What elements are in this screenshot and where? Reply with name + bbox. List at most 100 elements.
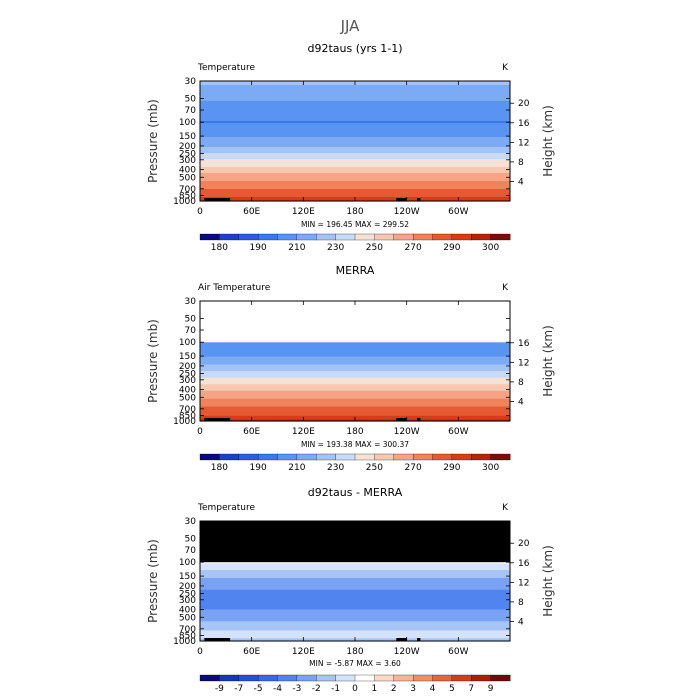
colorbar-swatch <box>296 453 317 461</box>
colorbar: 180 190 210 230 250 270 290 300 <box>199 453 511 473</box>
contour-band <box>200 95 510 98</box>
colorbar-label: -1 <box>331 684 340 694</box>
contour-band <box>200 171 510 174</box>
colorbar-label: -3 <box>292 684 301 694</box>
y-tick-label: 100 <box>179 338 196 348</box>
colorbar-swatch <box>277 453 298 461</box>
y-tick-label: 700 <box>179 185 196 195</box>
y-tick-label: 100 <box>179 118 196 128</box>
contour-band <box>200 384 510 387</box>
contour-band <box>200 576 510 579</box>
colorbar-label: 9 <box>488 684 494 694</box>
colorbar-label: 290 <box>443 243 460 253</box>
colorbar-swatch <box>354 233 375 241</box>
y-tick-label: 50 <box>185 535 197 545</box>
contour-band <box>200 593 510 596</box>
stats-text: MIN = -5.87 MAX = 3.60 <box>309 659 401 668</box>
colorbar-swatch <box>238 453 259 461</box>
contour-band <box>200 617 510 620</box>
y-tick-label: 200 <box>179 142 196 152</box>
y-tick-label: 70 <box>185 106 197 116</box>
contour-band <box>200 409 510 412</box>
contour-band <box>200 161 510 164</box>
contour-band <box>200 350 510 352</box>
height-tick-label: 4 <box>518 177 524 187</box>
contour-band <box>200 618 510 621</box>
colorbar-label: 270 <box>405 463 422 473</box>
contour-band <box>200 113 510 116</box>
contour-band <box>200 602 510 605</box>
colorbar-label: 1 <box>372 684 378 694</box>
contour-band <box>200 375 510 377</box>
colorbar-label: 7 <box>468 684 474 694</box>
y-tick-label: 250 <box>179 590 196 600</box>
colorbar-label: 190 <box>250 243 267 253</box>
contour-band <box>200 377 510 380</box>
contour-band <box>200 368 510 371</box>
y-tick-label: 150 <box>179 132 196 142</box>
contour-band <box>200 610 510 613</box>
contour-band <box>200 159 510 162</box>
colorbar-swatch <box>199 233 220 241</box>
contour-band <box>200 187 510 190</box>
colorbar-swatch <box>490 453 511 461</box>
contour-band <box>200 394 510 397</box>
contour-band <box>200 360 510 363</box>
colorbar-label: -2 <box>312 684 321 694</box>
contour-band <box>200 376 510 379</box>
contour-band <box>200 591 510 593</box>
colorbar-swatch <box>354 453 375 461</box>
colorbar-swatch <box>374 453 395 461</box>
contour-band <box>200 579 510 582</box>
y-tick-label: 50 <box>185 315 197 325</box>
height-tick-label: 12 <box>518 138 529 148</box>
contour-band <box>200 583 510 586</box>
y-tick-label: 30 <box>185 77 197 87</box>
colorbar-swatch <box>277 233 298 241</box>
orography <box>417 418 421 421</box>
contour-band <box>200 389 510 392</box>
x-tick-label: 60E <box>243 647 260 657</box>
panel-title: d92taus (yrs 1-1) <box>307 42 402 55</box>
colorbar-label: 300 <box>482 463 499 473</box>
y-tick-label: 30 <box>185 297 197 307</box>
contour-band <box>200 121 510 124</box>
y-tick-label: 300 <box>179 156 196 166</box>
contour-band <box>200 352 510 355</box>
contour-band <box>200 145 510 148</box>
data-field <box>200 521 510 642</box>
height-tick-label: 12 <box>518 578 529 588</box>
contour-band <box>200 103 510 106</box>
contour-band <box>200 625 510 628</box>
colorbar-swatch <box>393 453 414 461</box>
contour-band <box>200 365 510 368</box>
colorbar-swatch <box>219 674 240 682</box>
colorbar-swatch <box>219 453 240 461</box>
contour-band <box>200 574 510 576</box>
y-tick-label: 250 <box>179 370 196 380</box>
x-tick-label: 120W <box>394 427 420 437</box>
contour-band <box>200 382 510 385</box>
y-tick-label: 400 <box>179 166 196 176</box>
height-tick-label: 8 <box>518 598 524 608</box>
colorbar-swatch <box>219 233 240 241</box>
contour-band <box>200 606 510 609</box>
contour-band <box>200 195 510 198</box>
contour-band <box>200 344 510 347</box>
x-tick-label: 0 <box>197 427 203 437</box>
contour-band <box>200 564 510 567</box>
contour-band <box>200 568 510 571</box>
contour-band <box>200 97 510 100</box>
contour-band <box>200 397 510 400</box>
y-tick-label: 500 <box>179 393 196 403</box>
colorbar-swatch <box>451 674 472 682</box>
height-tick-label: 8 <box>518 378 524 388</box>
contour-band <box>200 139 510 142</box>
y-tick-label: 400 <box>179 386 196 396</box>
x-tick-label: 60W <box>448 207 468 217</box>
contour-band <box>200 633 510 636</box>
colorbar-label: 5 <box>449 684 455 694</box>
contour-band <box>200 361 510 364</box>
